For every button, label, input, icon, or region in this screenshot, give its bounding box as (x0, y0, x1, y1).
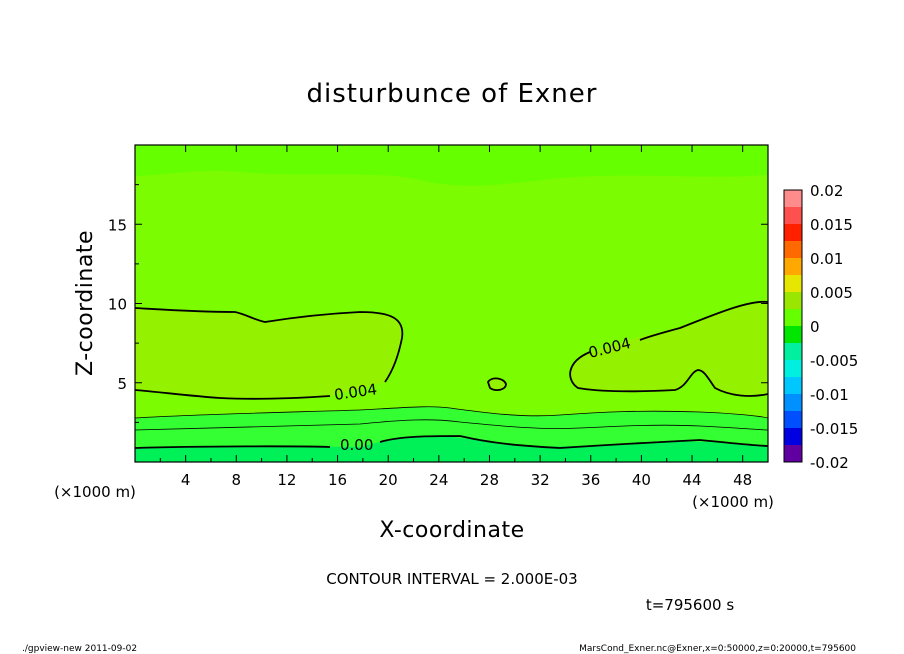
colorbar (783, 189, 803, 463)
colorbar-tick-label: 0.02 (810, 182, 843, 200)
colorbar-tick-label: 0.015 (810, 216, 853, 234)
y-tick-label: 5 (117, 375, 127, 393)
contour-line-speck (487, 377, 507, 391)
contour-line-0.004-right (569, 300, 768, 397)
x-tick-label: 20 (379, 471, 398, 489)
colorbar-tick-label: -0.005 (810, 352, 858, 370)
colorbar-level (784, 258, 802, 275)
colorbar-tick-label: -0.01 (810, 386, 849, 404)
x-tick-label: 8 (232, 471, 242, 489)
contour-label: 0.004 (333, 380, 378, 404)
colorbar-level (784, 207, 802, 224)
contour-line-0.00 (135, 435, 768, 449)
x-tick-label: 44 (682, 471, 701, 489)
chart-title: disturbunce of Exner (307, 79, 598, 109)
x-tick-label: 36 (581, 471, 600, 489)
footer-right: MarsCond_Exner.nc@Exner,x=0:50000,z=0:20… (579, 644, 856, 654)
colorbar-level (784, 190, 802, 207)
colorbar-tick-label: 0.01 (810, 250, 843, 268)
x-tick-label: 24 (429, 471, 448, 489)
footer-left: ./gpview-new 2011-09-02 (22, 644, 137, 654)
colorbar-tick-label: 0.005 (810, 284, 853, 302)
colorbar-level (784, 241, 802, 258)
colorbar-level (784, 360, 802, 377)
contour-line-0.004-left (135, 307, 404, 400)
y-axis-label: Z-coordinate (73, 230, 98, 376)
field-lowest-band (135, 436, 768, 462)
colorbar-level (784, 292, 802, 309)
colorbar-ticks: 0.02 0.015 0.01 0.005 0 -0.005 -0.01 -0.015 -0.0… (810, 182, 858, 472)
colorbar-level (784, 377, 802, 394)
contour-line-0.002-thin (135, 406, 768, 419)
colorbar-level (784, 275, 802, 292)
field-high-region-right (570, 301, 768, 396)
x-axis-ticks: 4 8 12 16 20 24 28 32 36 40 44 48 (159, 145, 752, 489)
colorbar-level (784, 411, 802, 428)
contour-field (135, 145, 768, 462)
contour-interval-text: CONTOUR INTERVAL = 2.000E-03 (326, 570, 577, 588)
x-tick-label: 40 (632, 471, 651, 489)
x-axis-label: X-coordinate (379, 518, 524, 543)
colorbar-frame (783, 189, 803, 463)
time-text: t=795600 s (646, 596, 734, 614)
field-upper-band (135, 145, 768, 186)
field-speck (488, 378, 506, 391)
colorbar-level (784, 309, 802, 326)
x-tick-label: 32 (531, 471, 550, 489)
colorbar-tick-label: -0.02 (810, 454, 849, 472)
colorbar-level (784, 326, 802, 343)
colorbar-level (784, 224, 802, 241)
colorbar-level (784, 445, 802, 462)
x-tick-label: 48 (733, 471, 752, 489)
x-tick-label: 12 (277, 471, 296, 489)
colorbar-level (784, 428, 802, 445)
y-axis-ticks: 5 10 15 (108, 184, 768, 423)
x-tick-label: 16 (328, 471, 347, 489)
x-tick-label: 28 (480, 471, 499, 489)
colorbar-tick-label: 0 (810, 318, 820, 336)
x-unit-right: (×1000 m) (692, 493, 774, 511)
contour-label: 0.00 (340, 436, 373, 454)
x-unit-left: (×1000 m) (54, 483, 136, 501)
contour-line-0.002-thin-lower (135, 419, 768, 431)
x-tick-label: 4 (181, 471, 191, 489)
colorbar-level (784, 343, 802, 360)
y-tick-label: 15 (108, 216, 127, 234)
colorbar-level (784, 394, 802, 411)
colorbar-tick-label: -0.015 (810, 420, 858, 438)
field-high-region-left (135, 308, 403, 399)
y-tick-label: 10 (108, 296, 127, 314)
